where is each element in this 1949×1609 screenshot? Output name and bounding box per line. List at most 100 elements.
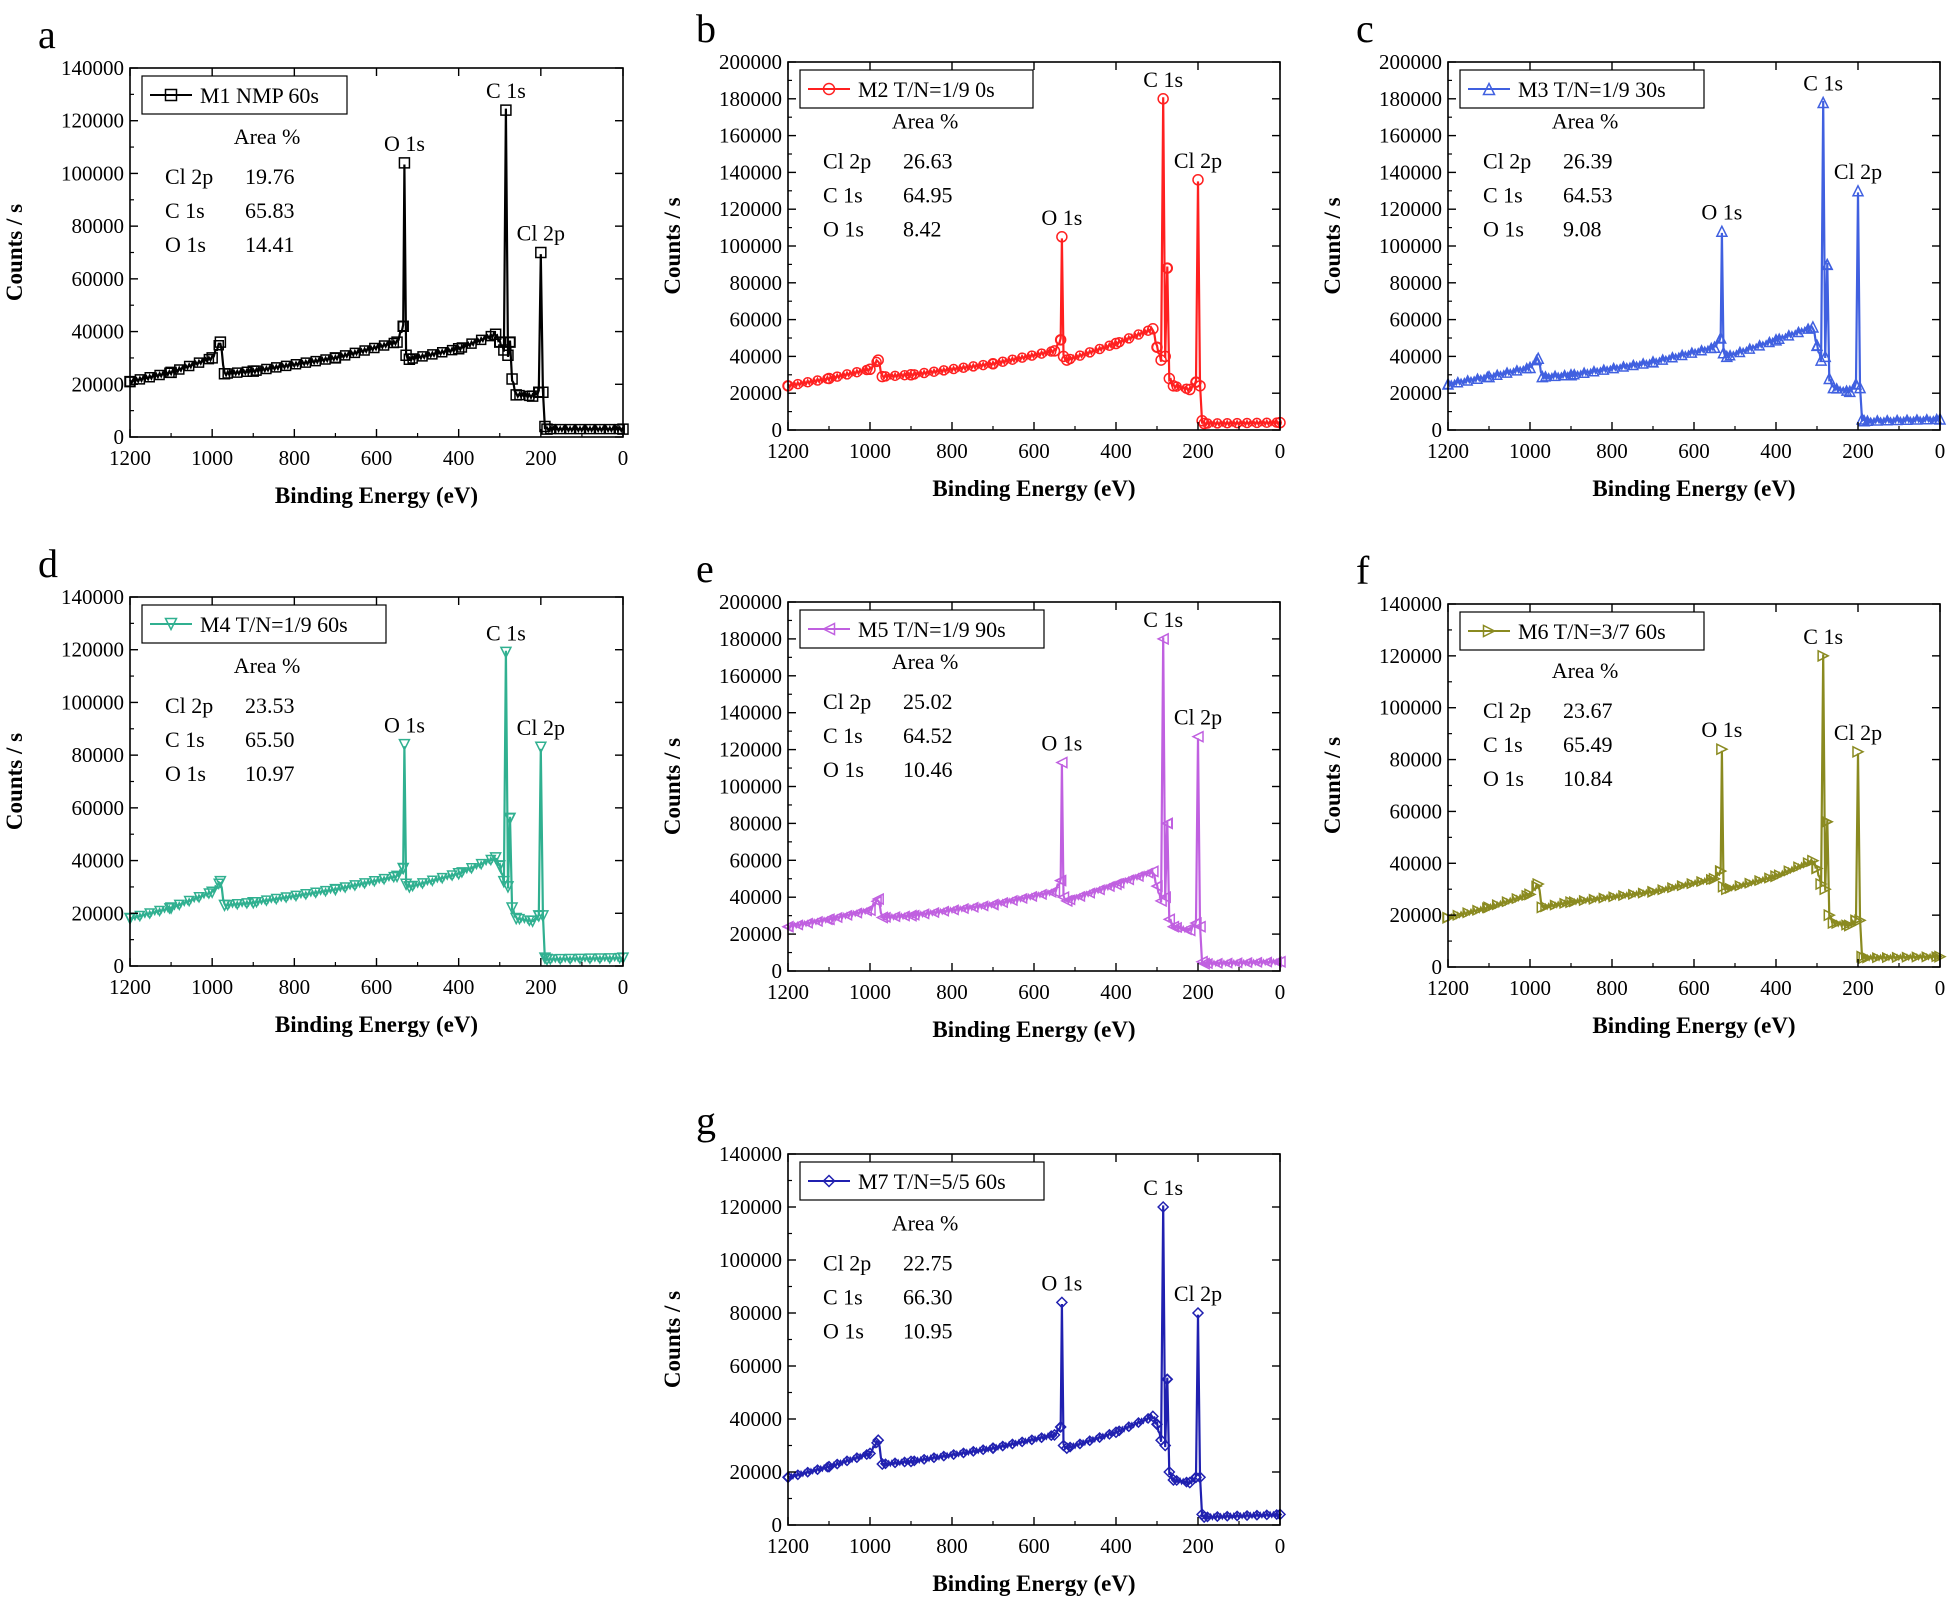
- y-tick-label: 100000: [719, 234, 782, 258]
- data-point: [247, 896, 260, 910]
- data-point: [1251, 1509, 1263, 1521]
- data-point: [1708, 340, 1721, 353]
- data-point: [574, 953, 586, 966]
- y-tick-label: 120000: [719, 197, 782, 221]
- x-tick-label: 800: [279, 975, 311, 999]
- data-point: [1055, 1296, 1068, 1309]
- data-point: [594, 423, 606, 435]
- data-point: [205, 886, 219, 899]
- data-point: [500, 104, 512, 116]
- area-table-element: O 1s: [165, 232, 206, 257]
- y-tick-label: 200000: [1379, 50, 1442, 74]
- data-point: [937, 905, 950, 917]
- legend: M2 T/N=1/9 0s: [799, 69, 1034, 109]
- data-point: [584, 953, 596, 965]
- data-point: [329, 883, 342, 897]
- data-point: [554, 953, 566, 966]
- data-point: [509, 912, 523, 926]
- data-point: [399, 878, 413, 891]
- data-point: [1627, 358, 1640, 371]
- x-tick-label: 400: [443, 446, 475, 470]
- data-point: [1531, 880, 1543, 892]
- data-point: [1598, 892, 1610, 904]
- data-point: [1849, 377, 1863, 390]
- data-point: [1754, 874, 1766, 887]
- data-point: [309, 887, 322, 899]
- data-point: [1872, 951, 1884, 964]
- data-point: [144, 371, 155, 383]
- x-tick-label: 0: [1275, 980, 1286, 1004]
- data-point: [1821, 257, 1834, 271]
- data-point: [1047, 885, 1061, 898]
- data-point: [1084, 347, 1096, 358]
- data-point: [1163, 1465, 1176, 1479]
- data-point: [232, 367, 243, 378]
- data-point: [1814, 353, 1828, 366]
- data-point: [1816, 95, 1830, 109]
- data-point: [501, 881, 515, 894]
- y-tick-label: 0: [114, 954, 125, 978]
- data-point: [872, 1434, 885, 1447]
- legend-marker: [1482, 81, 1496, 96]
- data-point: [1212, 418, 1223, 429]
- area-table-element: C 1s: [1483, 183, 1523, 208]
- data-point: [1198, 1510, 1211, 1524]
- data-point: [1491, 368, 1503, 381]
- data-point: [1911, 951, 1924, 963]
- x-tick-label: 400: [1100, 439, 1132, 463]
- x-tick-label: 200: [525, 446, 557, 470]
- legend-label: M5 T/N=1/9 90s: [858, 617, 1006, 642]
- data-point: [1549, 899, 1562, 911]
- data-point: [1891, 413, 1903, 426]
- data-point: [1048, 345, 1061, 357]
- peak-label: O 1s: [1041, 731, 1082, 756]
- y-tick-label: 140000: [1379, 592, 1442, 616]
- area-table-element: C 1s: [1483, 732, 1523, 757]
- x-tick-label: 1200: [109, 975, 151, 999]
- legend: M1 NMP 60s: [141, 75, 348, 115]
- y-tick-label: 20000: [72, 372, 125, 396]
- data-point: [967, 901, 979, 913]
- area-table-element: O 1s: [823, 1319, 864, 1344]
- data-point: [1857, 414, 1871, 427]
- data-point: [1559, 897, 1571, 910]
- data-point: [1142, 1412, 1154, 1424]
- x-tick-label: 0: [618, 975, 629, 999]
- data-point: [329, 352, 342, 364]
- x-axis-label: Binding Energy (eV): [1592, 1013, 1795, 1038]
- y-tick-label: 40000: [730, 344, 783, 368]
- area-table-value: 64.52: [903, 723, 953, 748]
- data-point: [1851, 184, 1865, 197]
- y-tick-label: 40000: [72, 849, 125, 873]
- x-tick-label: 1200: [109, 446, 151, 470]
- data-point: [290, 890, 302, 903]
- data-point: [1549, 369, 1561, 382]
- area-table: Area % Cl 2p 23.67 C 1s 65.49 O 1s 10.84: [1483, 658, 1618, 791]
- x-tick-label: 800: [936, 980, 968, 1004]
- x-tick-label: 600: [361, 975, 393, 999]
- data-point: [1150, 1418, 1164, 1431]
- data-point: [811, 1464, 824, 1476]
- data-point: [1045, 1430, 1057, 1442]
- area-table-value: 26.63: [903, 149, 953, 174]
- data-point: [831, 371, 843, 382]
- data-point: [1511, 364, 1523, 376]
- area-table-value: 10.84: [1563, 766, 1613, 791]
- x-tick-label: 1000: [1509, 439, 1551, 463]
- data-point: [1819, 883, 1832, 896]
- data-point: [499, 646, 513, 660]
- data-point: [1183, 1476, 1196, 1489]
- peak-label: O 1s: [384, 131, 425, 156]
- data-point: [1462, 907, 1474, 919]
- series-markers: [781, 1200, 1287, 1524]
- data-point: [594, 953, 606, 965]
- data-point: [879, 911, 891, 924]
- y-tick-label: 160000: [1379, 124, 1442, 148]
- data-point: [1891, 951, 1904, 964]
- data-point: [398, 157, 411, 169]
- data-point: [134, 910, 146, 923]
- data-point: [1183, 924, 1196, 937]
- data-point: [1720, 349, 1734, 363]
- data-point: [213, 878, 225, 890]
- data-point: [1696, 875, 1708, 888]
